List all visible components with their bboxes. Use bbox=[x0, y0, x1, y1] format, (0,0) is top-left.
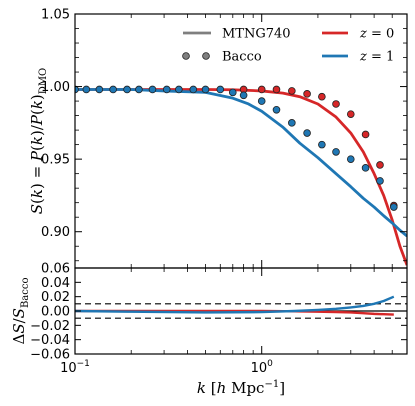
top-y-ticks: 0.90 0.95 1.00 1.05 bbox=[41, 8, 407, 262]
legend-label: z = 0 bbox=[359, 27, 394, 42]
legend-swatch-dot bbox=[202, 52, 210, 60]
legend-label: z = 1 bbox=[359, 50, 394, 65]
data-point-s2-7 bbox=[346, 110, 355, 118]
data-point-s3-7 bbox=[162, 85, 171, 94]
data-point-s3-20 bbox=[346, 155, 355, 163]
data-point-s3-10 bbox=[201, 85, 210, 94]
bottom-ytick-label: 0.04 bbox=[41, 276, 70, 291]
x-tick-label: 10−1 bbox=[60, 359, 90, 376]
bottom-ytick-label: −0.04 bbox=[30, 333, 70, 348]
data-point-s3-15 bbox=[272, 105, 281, 114]
x-tick-label: 100 bbox=[251, 359, 274, 376]
top-ytick-label: 1.00 bbox=[41, 80, 70, 95]
series-line-1 bbox=[75, 88, 407, 238]
top-ytick-label: 0.95 bbox=[41, 153, 70, 168]
data-point-s2-4 bbox=[303, 90, 311, 98]
top-ytick-label: 0.90 bbox=[41, 225, 70, 240]
data-point-s3-13 bbox=[239, 91, 248, 100]
bottom-ytick-label: −0.06 bbox=[30, 348, 70, 363]
data-point-s3-16 bbox=[288, 119, 296, 127]
data-point-s3-6 bbox=[148, 85, 157, 94]
data-point-s2-3 bbox=[288, 87, 296, 95]
data-point-s2-5 bbox=[318, 92, 326, 101]
data-point-s3-12 bbox=[228, 88, 237, 97]
data-point-s2-2 bbox=[272, 85, 281, 94]
x-axis-label: k [h Mpc−1] bbox=[197, 379, 285, 397]
top-ytick-label: 1.05 bbox=[41, 8, 70, 23]
residual-line-1 bbox=[75, 295, 395, 314]
bottom-ytick-label: −0.02 bbox=[30, 319, 70, 334]
legend-label: Bacco bbox=[222, 50, 262, 65]
bottom-y-axis-label: ΔS/SBacco bbox=[10, 277, 31, 344]
data-point-s3-3 bbox=[109, 85, 117, 94]
bottom-panel: 0.060.040.020.00−0.02−0.04−0.06 10−1 100 … bbox=[10, 14, 408, 397]
residual-line-0 bbox=[75, 309, 394, 316]
x-ticks: 10−1 100 bbox=[60, 14, 408, 376]
top-y-axis-label: S(k) = P(k)/P(k)DMO bbox=[28, 68, 49, 215]
data-point-s3-23 bbox=[390, 203, 398, 211]
data-point-s3-9 bbox=[189, 85, 198, 94]
data-point-s3-1 bbox=[82, 85, 91, 94]
data-point-s2-6 bbox=[332, 100, 340, 108]
bottom-plot-marks bbox=[75, 295, 407, 319]
legend: MTNG740 Bacco z = 0 z = 1 bbox=[182, 27, 394, 65]
data-point-s3-19 bbox=[332, 148, 340, 156]
data-point-s3-4 bbox=[123, 85, 131, 94]
data-point-s3-18 bbox=[318, 140, 326, 149]
data-point-s3-21 bbox=[361, 164, 370, 172]
bottom-ytick-label: 0.06 bbox=[41, 262, 70, 277]
data-point-s3-11 bbox=[216, 85, 225, 94]
data-point-s3-5 bbox=[135, 85, 143, 94]
data-point-s2-1 bbox=[257, 85, 266, 94]
bottom-y-ticks: 0.060.040.020.00−0.02−0.04−0.06 bbox=[30, 262, 407, 363]
top-plot-marks bbox=[75, 85, 407, 266]
data-point-s3-8 bbox=[175, 85, 183, 94]
series-line-0 bbox=[75, 88, 407, 266]
data-point-s2-8 bbox=[361, 130, 370, 139]
bottom-ytick-label: 0.00 bbox=[41, 305, 70, 320]
data-point-s3-22 bbox=[376, 177, 384, 185]
data-point-s3-2 bbox=[95, 85, 104, 94]
data-point-s3-14 bbox=[257, 97, 266, 105]
bottom-ytick-label: 0.02 bbox=[41, 290, 70, 305]
legend-label: MTNG740 bbox=[222, 27, 291, 42]
data-point-s2-9 bbox=[376, 161, 384, 169]
data-point-s3-17 bbox=[303, 129, 311, 137]
legend-swatch-dot bbox=[182, 52, 190, 60]
data-point-s3-0 bbox=[75, 85, 79, 94]
top-panel: 0.90 0.95 1.00 1.05 S(k) = P(k)/P(k)DMO MTN… bbox=[28, 8, 408, 269]
